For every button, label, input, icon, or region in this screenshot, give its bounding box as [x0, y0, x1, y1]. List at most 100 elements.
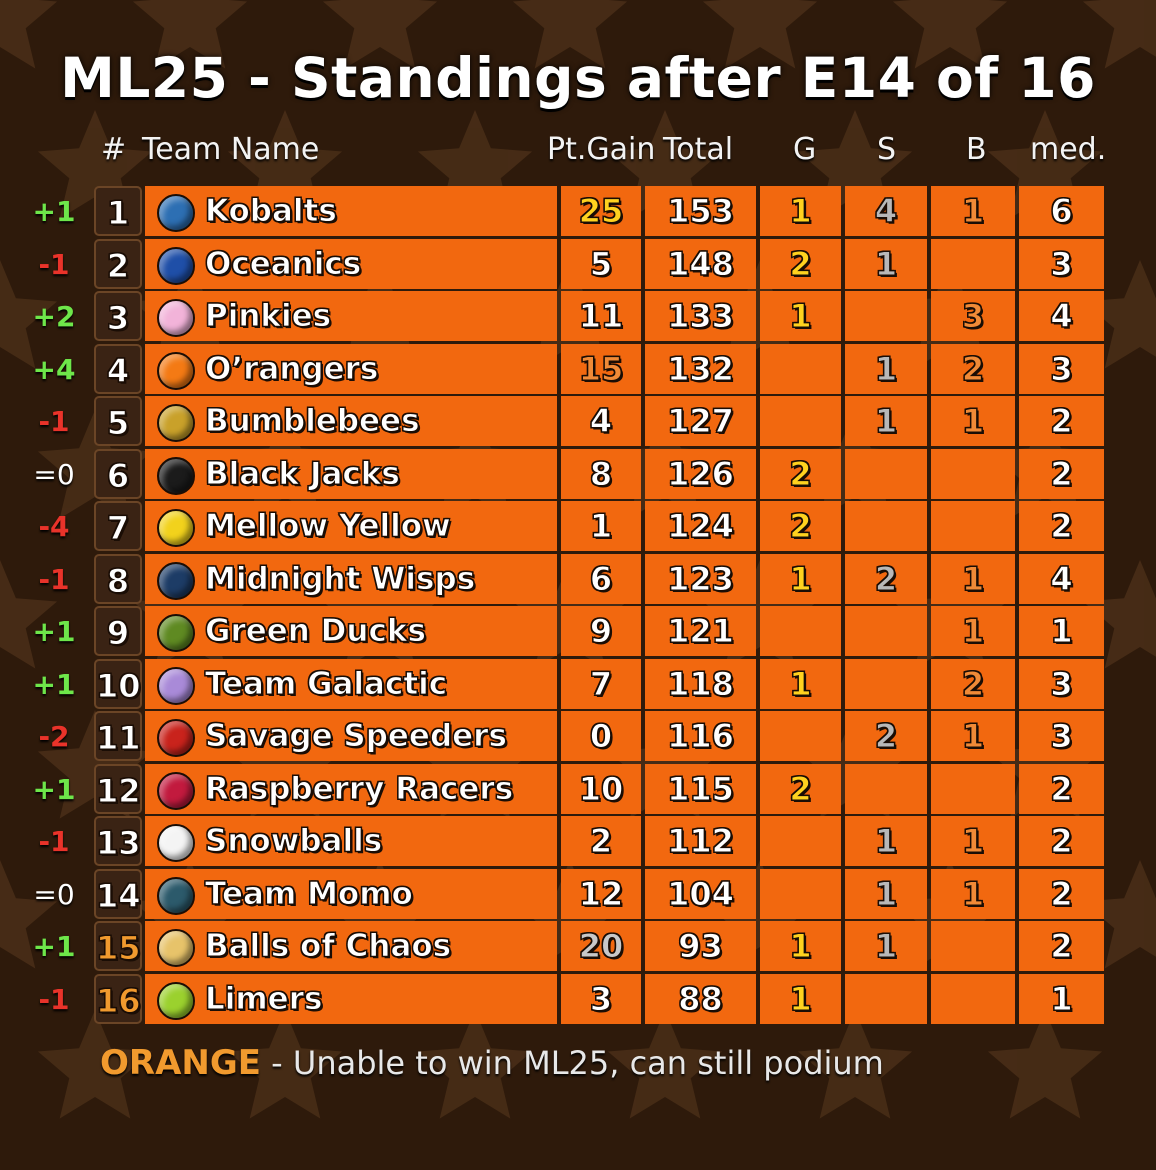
- medal-count-cell: 3: [1019, 658, 1104, 709]
- point-gain-cell: 5: [561, 238, 641, 289]
- team-cell: Black Jacks: [145, 448, 557, 499]
- table-row: -1 2 Oceanics 5 148 2 1 3: [0, 238, 1156, 291]
- table-row: -1 8 Midnight Wisps 6 123 1 2 1 4: [0, 553, 1156, 606]
- table-row: -1 16 Limers 3 88 1 1: [0, 973, 1156, 1026]
- silver-medal-cell: [845, 291, 927, 341]
- team-cell: Team Galactic: [145, 658, 557, 709]
- team-marble-icon: [157, 929, 195, 967]
- team-emblem-icon: [457, 292, 553, 340]
- rank-cell: 3: [94, 291, 142, 341]
- silver-medal-cell: [845, 606, 927, 656]
- silver-medal-cell: 2: [845, 711, 927, 761]
- table-row: -2 11 Savage Speeders 0 116 2 1 3: [0, 711, 1156, 763]
- rank-cell: 2: [94, 238, 142, 289]
- point-gain-cell: 11: [561, 291, 641, 341]
- team-marble-icon: [157, 824, 195, 862]
- total-cell: 88: [645, 973, 756, 1024]
- team-emblem-icon: [457, 922, 553, 970]
- team-cell: Bumblebees: [145, 396, 557, 446]
- rank-cell: 11: [94, 711, 142, 761]
- header-gold: G: [793, 132, 817, 167]
- bronze-medal-cell: [931, 763, 1015, 814]
- medal-count-cell: 2: [1019, 868, 1104, 919]
- gold-medal-cell: 1: [760, 973, 841, 1024]
- rank-cell: 14: [94, 868, 142, 919]
- point-gain-cell: 7: [561, 658, 641, 709]
- team-emblem-icon: [457, 239, 553, 288]
- table-row: +1 1 Kobalts 25 153 1 4 1 6: [0, 186, 1156, 238]
- gold-medal-cell: 2: [760, 448, 841, 499]
- team-name: Black Jacks: [205, 455, 401, 492]
- star-decoration: [892, 0, 1008, 69]
- team-marble-icon: [157, 509, 195, 547]
- point-gain-cell: 15: [561, 343, 641, 394]
- team-marble-icon: [157, 666, 195, 705]
- point-gain-cell: 1: [561, 501, 641, 551]
- team-name: Raspberry Racers: [204, 770, 514, 807]
- bronze-medal-cell: 1: [931, 816, 1015, 866]
- total-cell: 121: [645, 606, 756, 656]
- team-marble-icon: [157, 456, 195, 495]
- team-cell: Mellow Yellow: [145, 501, 557, 551]
- rank-cell: 8: [94, 553, 142, 604]
- team-name: Kobalts: [205, 193, 338, 230]
- star-decoration: [227, 1010, 343, 1119]
- total-cell: 115: [645, 763, 756, 814]
- star-decoration: [512, 0, 628, 69]
- star-decoration: [702, 0, 818, 69]
- position-change: +4: [32, 352, 76, 386]
- rank-cell: 10: [94, 658, 142, 709]
- bronze-medal-cell: [931, 448, 1015, 499]
- total-cell: 118: [645, 658, 756, 709]
- medal-count-cell: 2: [1019, 816, 1104, 866]
- gold-medal-cell: 1: [760, 658, 841, 709]
- team-marble-icon: [157, 194, 195, 232]
- team-name: Team Galactic: [204, 665, 448, 702]
- bronze-medal-cell: 1: [931, 553, 1015, 604]
- position-change: +1: [32, 772, 76, 806]
- team-emblem-icon: [457, 659, 553, 708]
- team-emblem-icon: [457, 344, 553, 393]
- point-gain-cell: 8: [561, 448, 641, 499]
- silver-medal-cell: [845, 763, 927, 814]
- table-row: +2 3 Pinkies 11 133 1 3 4: [0, 291, 1156, 343]
- total-cell: 123: [645, 553, 756, 604]
- point-gain-cell: 3: [561, 973, 641, 1024]
- team-marble-icon: [157, 719, 195, 757]
- rank-cell: 15: [94, 921, 142, 971]
- medal-count-cell: 3: [1019, 238, 1104, 289]
- silver-medal-cell: [845, 658, 927, 709]
- medal-count-cell: 2: [1019, 921, 1104, 971]
- team-name: Pinkies: [204, 298, 332, 335]
- team-emblem-icon: [457, 869, 553, 918]
- position-change: +1: [32, 930, 76, 963]
- header-total: Total: [663, 132, 734, 167]
- team-marble-icon: [157, 404, 195, 442]
- star-decoration: [0, 260, 58, 369]
- footer-legend: ORANGE - Unable to win ML25, can still p…: [100, 1040, 884, 1086]
- star-decoration: [0, 860, 58, 969]
- bronze-medal-cell: 1: [931, 396, 1015, 446]
- silver-medal-cell: 1: [845, 396, 927, 446]
- table-row: +1 15 Balls of Chaos 20 93 1 1 2: [0, 921, 1156, 973]
- medal-count-cell: 3: [1019, 343, 1104, 394]
- team-name: Savage Speeders: [205, 718, 508, 755]
- gold-medal-cell: 2: [760, 238, 841, 289]
- silver-medal-cell: 4: [845, 186, 927, 236]
- point-gain-cell: 9: [561, 606, 641, 656]
- star-decoration: [0, 0, 58, 69]
- total-cell: 127: [645, 396, 756, 446]
- star-decoration: [1082, 860, 1156, 969]
- team-cell: Pinkies: [145, 291, 557, 341]
- team-cell: Green Ducks: [145, 606, 557, 656]
- rank-cell: 13: [94, 816, 142, 866]
- point-gain-cell: 12: [561, 868, 641, 919]
- total-cell: 112: [645, 816, 756, 866]
- team-emblem-icon: [457, 502, 553, 550]
- gold-medal-cell: [760, 868, 841, 919]
- medal-count-cell: 4: [1019, 291, 1104, 341]
- team-cell: Limers: [145, 973, 557, 1024]
- gold-medal-cell: 2: [760, 501, 841, 551]
- position-change: =0: [33, 457, 75, 491]
- silver-medal-cell: 1: [845, 816, 927, 866]
